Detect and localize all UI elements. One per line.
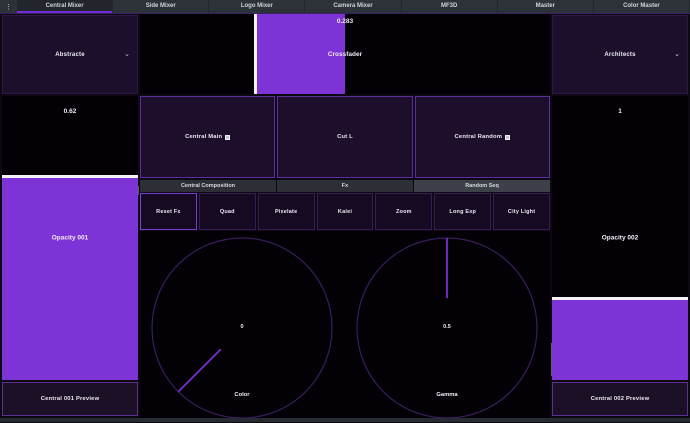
pixelate-fx-button[interactable]: Pixelate — [257, 193, 315, 230]
fader-handle[interactable] — [2, 175, 138, 179]
fader-label: Opacity 002 — [601, 234, 639, 242]
crossfader[interactable]: 0.283 Crossfader — [140, 14, 550, 94]
city-light-fx-button[interactable]: City Light — [493, 193, 551, 230]
fader-fill — [2, 178, 138, 380]
toggle-led-icon — [505, 134, 511, 140]
quad-fx-button[interactable]: Quad — [198, 193, 256, 230]
fader-fill — [552, 300, 688, 380]
color-knob-pointer — [177, 348, 222, 393]
deck-a-source-dropdown[interactable]: Abstracte ⌄ — [2, 15, 138, 94]
chevron-down-icon: ⌄ — [674, 50, 680, 58]
toggle-label: Central Main — [185, 134, 223, 140]
bottom-bar — [0, 418, 690, 422]
fx-label: City Light — [507, 208, 536, 215]
tab-central-composition[interactable]: Central Composition — [140, 180, 276, 192]
fx-label: Long Exp — [449, 208, 477, 215]
deck-b-source-value: Architects — [604, 51, 636, 58]
central-random-toggle[interactable]: Central Random — [414, 96, 550, 178]
opacity-002-fader[interactable]: 1 Opacity 002 — [552, 96, 688, 380]
tab-color-master[interactable]: Color Master — [594, 0, 690, 13]
gamma-knob-value: 0.5 — [443, 324, 451, 330]
toggle-label: Cut L — [337, 134, 353, 140]
fx-label: Reset Fx — [156, 208, 181, 215]
fx-label: Pixelate — [274, 208, 298, 215]
top-tab-bar: ⋮ Central Mixer Side Mixer Logo Mixer Ca… — [0, 0, 690, 14]
toggle-label: Central Random — [454, 134, 503, 140]
opacity-001-fader[interactable]: 0.62 Opacity 001 — [2, 96, 138, 380]
crossfader-fill — [256, 14, 345, 94]
crossfader-handle[interactable] — [254, 14, 258, 94]
preview-label: Central 002 Preview — [590, 396, 650, 402]
color-knob-value: 0 — [240, 324, 244, 330]
fader-value: 0.62 — [63, 108, 77, 115]
menu-icon[interactable]: ⋮ — [5, 3, 12, 11]
cut-l-button[interactable]: Cut L — [277, 96, 413, 178]
fader-handle[interactable] — [552, 297, 688, 301]
central-002-preview[interactable]: Central 002 Preview — [552, 382, 688, 416]
crossfader-value: 0.283 — [336, 18, 354, 25]
tab-random-seq[interactable]: Random Seq — [414, 180, 550, 192]
fx-label: Quad — [219, 208, 235, 215]
composition-tab-strip: Central Composition Fx Random Seq — [140, 180, 550, 192]
tab-central-mixer[interactable]: Central Mixer — [17, 0, 114, 13]
central-001-preview[interactable]: Central 001 Preview — [2, 382, 138, 416]
fader-value: 1 — [618, 108, 622, 115]
deck-a-source-value: Abstracte — [55, 51, 85, 58]
fx-button-row: Reset Fx Quad Pixelate Kalei Zoom Long E… — [140, 193, 551, 230]
zoom-fx-button[interactable]: Zoom — [375, 193, 433, 230]
crossfader-label: Crossfader — [327, 51, 363, 58]
tab-camera-mixer[interactable]: Camera Mixer — [305, 0, 402, 13]
chevron-down-icon: ⌄ — [124, 50, 130, 58]
toggle-led-icon — [225, 134, 231, 140]
knob-area: 0 Color 0.5 Gamma — [140, 231, 550, 419]
knob-graphics — [151, 237, 538, 419]
fx-label: Kalei — [337, 208, 353, 215]
toggle-button-row: Central Main Cut L Central Random — [140, 96, 550, 178]
tab-side-mixer[interactable]: Side Mixer — [113, 0, 210, 13]
preview-label: Central 001 Preview — [40, 396, 100, 402]
tab-master[interactable]: Master — [498, 0, 594, 13]
tab-mf3d[interactable]: MF3D — [402, 0, 498, 13]
tab-fx[interactable]: Fx — [277, 180, 413, 192]
deck-b-source-dropdown[interactable]: Architects ⌄ — [552, 15, 688, 94]
fx-label: Zoom — [395, 208, 412, 215]
tab-logo-mixer[interactable]: Logo Mixer — [209, 0, 306, 13]
gamma-knob-label: Gamma — [436, 392, 458, 398]
central-main-toggle[interactable]: Central Main — [140, 96, 276, 178]
kalei-fx-button[interactable]: Kalei — [316, 193, 374, 230]
long-exp-fx-button[interactable]: Long Exp — [434, 193, 492, 230]
color-knob-label: Color — [234, 392, 250, 398]
reset-fx-button[interactable]: Reset Fx — [140, 193, 197, 230]
fader-label: Opacity 001 — [51, 234, 89, 242]
